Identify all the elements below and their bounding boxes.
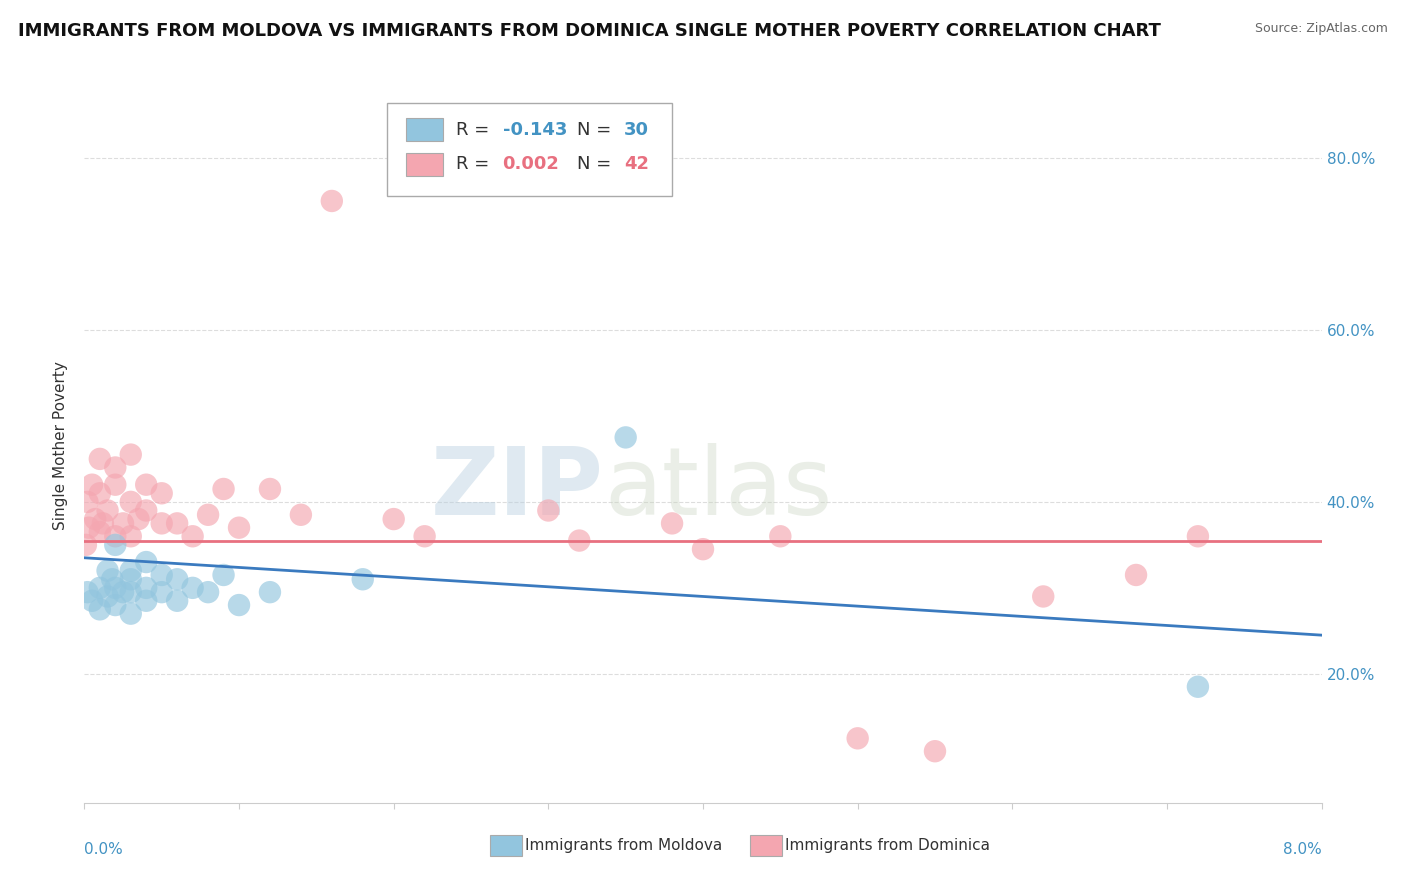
- Point: [75, 538, 97, 552]
- Point: [104, 529, 127, 543]
- Point: [259, 482, 281, 496]
- Point: [135, 555, 157, 569]
- Text: ZIP: ZIP: [432, 442, 605, 535]
- Text: N =: N =: [576, 155, 617, 173]
- Point: [120, 564, 142, 578]
- Point: [104, 477, 127, 491]
- Point: [150, 516, 173, 531]
- Point: [661, 516, 683, 531]
- Text: Immigrants from Moldova: Immigrants from Moldova: [524, 838, 723, 853]
- Point: [1032, 590, 1054, 604]
- Point: [321, 194, 343, 208]
- Point: [112, 516, 135, 531]
- Point: [120, 607, 142, 621]
- Point: [1125, 568, 1147, 582]
- Text: 30: 30: [624, 121, 648, 139]
- Point: [150, 585, 173, 599]
- Point: [352, 572, 374, 586]
- FancyBboxPatch shape: [406, 153, 443, 176]
- Text: R =: R =: [456, 121, 495, 139]
- Text: 42: 42: [624, 155, 648, 173]
- Point: [166, 516, 188, 531]
- Point: [166, 593, 188, 607]
- Point: [924, 744, 946, 758]
- Point: [181, 529, 204, 543]
- Point: [96, 590, 118, 604]
- Point: [846, 731, 869, 746]
- Text: 0.002: 0.002: [502, 155, 560, 173]
- Point: [76, 495, 98, 509]
- Text: R =: R =: [456, 155, 495, 173]
- Point: [104, 538, 127, 552]
- Point: [135, 593, 157, 607]
- Point: [96, 503, 118, 517]
- Point: [120, 585, 142, 599]
- Y-axis label: Single Mother Poverty: Single Mother Poverty: [53, 361, 69, 531]
- Point: [259, 585, 281, 599]
- Text: Immigrants from Dominica: Immigrants from Dominica: [785, 838, 990, 853]
- Point: [150, 568, 173, 582]
- Text: 0.0%: 0.0%: [84, 842, 124, 856]
- Point: [120, 572, 142, 586]
- Point: [76, 585, 98, 599]
- Point: [101, 572, 124, 586]
- Point: [89, 486, 111, 500]
- Text: 8.0%: 8.0%: [1282, 842, 1322, 856]
- Point: [120, 448, 142, 462]
- Text: Source: ZipAtlas.com: Source: ZipAtlas.com: [1254, 22, 1388, 36]
- Point: [135, 503, 157, 517]
- Point: [82, 477, 104, 491]
- Point: [290, 508, 312, 522]
- Point: [197, 585, 219, 599]
- Point: [769, 529, 792, 543]
- Point: [614, 430, 637, 444]
- Text: atlas: atlas: [605, 442, 832, 535]
- Text: IMMIGRANTS FROM MOLDOVA VS IMMIGRANTS FROM DOMINICA SINGLE MOTHER POVERTY CORREL: IMMIGRANTS FROM MOLDOVA VS IMMIGRANTS FR…: [18, 22, 1161, 40]
- Point: [89, 581, 111, 595]
- Point: [413, 529, 436, 543]
- Text: N =: N =: [576, 121, 617, 139]
- Point: [228, 598, 250, 612]
- Point: [127, 512, 149, 526]
- Point: [96, 564, 118, 578]
- FancyBboxPatch shape: [388, 103, 672, 196]
- FancyBboxPatch shape: [749, 835, 782, 856]
- Point: [166, 572, 188, 586]
- Point: [212, 568, 235, 582]
- Point: [89, 524, 111, 539]
- Point: [1187, 529, 1209, 543]
- Point: [537, 503, 560, 517]
- Point: [120, 495, 142, 509]
- FancyBboxPatch shape: [491, 835, 523, 856]
- Point: [135, 581, 157, 595]
- Point: [135, 477, 157, 491]
- Point: [77, 521, 100, 535]
- Point: [150, 486, 173, 500]
- Point: [692, 542, 714, 557]
- Point: [112, 585, 135, 599]
- Point: [89, 602, 111, 616]
- Point: [89, 451, 111, 466]
- Text: -0.143: -0.143: [502, 121, 567, 139]
- Point: [104, 598, 127, 612]
- Point: [197, 508, 219, 522]
- Point: [91, 516, 114, 531]
- Point: [104, 581, 127, 595]
- Point: [181, 581, 204, 595]
- Point: [84, 512, 107, 526]
- Point: [120, 529, 142, 543]
- Point: [382, 512, 405, 526]
- Point: [1187, 680, 1209, 694]
- Point: [104, 460, 127, 475]
- Point: [568, 533, 591, 548]
- FancyBboxPatch shape: [406, 119, 443, 141]
- Point: [228, 521, 250, 535]
- Point: [82, 593, 104, 607]
- Point: [212, 482, 235, 496]
